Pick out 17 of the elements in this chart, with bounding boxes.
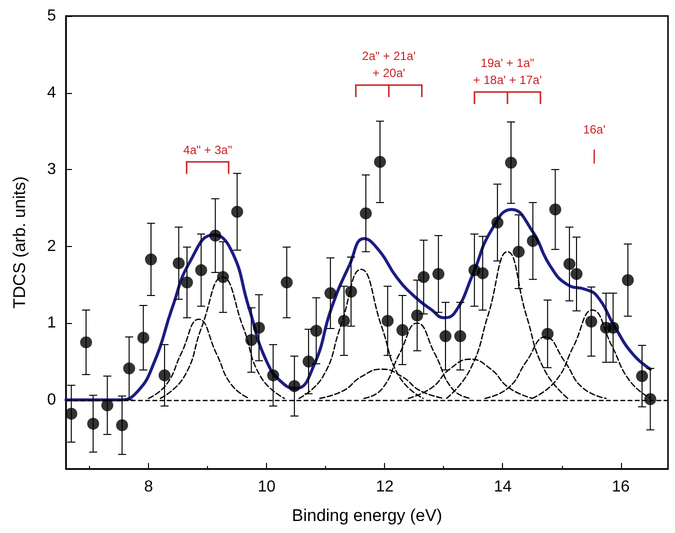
y-tick-label: 3 bbox=[47, 161, 56, 178]
y-tick-label: 1 bbox=[47, 314, 56, 332]
y-tick-label: 2 bbox=[47, 238, 56, 255]
x-axis-title: Binding energy (eV) bbox=[292, 506, 442, 525]
annotation: 16a' bbox=[583, 122, 606, 137]
y-axis-title: TDCS (arb. units) bbox=[10, 176, 29, 309]
x-tick-label: 16 bbox=[612, 478, 630, 496]
annotation: 2a" + 21a' + 20a' bbox=[362, 49, 416, 80]
annotation: 19a' + 1a" + 18a' + 17a' bbox=[473, 56, 542, 88]
x-tick-label: 10 bbox=[258, 478, 276, 496]
x-tick-label: 8 bbox=[144, 478, 154, 496]
x-tick-label: 12 bbox=[376, 478, 394, 496]
y-tick-label: 0 bbox=[47, 391, 56, 408]
x-tick-label: 14 bbox=[494, 478, 512, 496]
y-tick-label: 5 bbox=[47, 8, 56, 24]
y-tick-label: 4 bbox=[47, 84, 56, 102]
annotation: 4a" + 3a" bbox=[183, 142, 232, 157]
